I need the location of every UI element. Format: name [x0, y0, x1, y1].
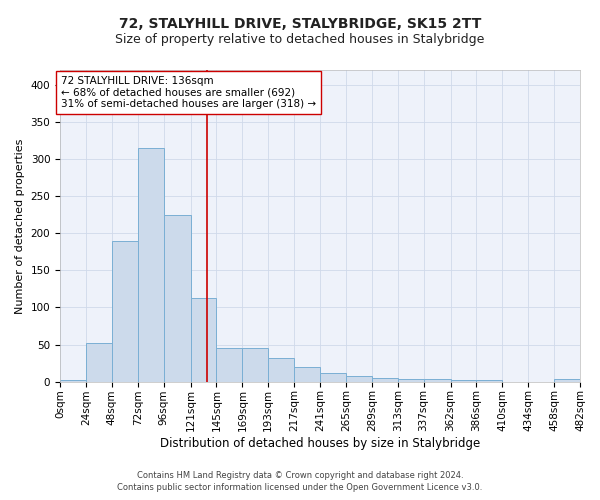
- Bar: [112, 240, 137, 382]
- Text: Contains HM Land Registry data © Crown copyright and database right 2024.
Contai: Contains HM Land Registry data © Crown c…: [118, 471, 482, 492]
- Bar: [137, 148, 164, 382]
- Bar: [320, 373, 346, 382]
- Bar: [217, 348, 242, 382]
- Bar: [268, 358, 294, 382]
- Bar: [424, 380, 451, 382]
- Bar: [398, 378, 424, 382]
- Bar: [242, 348, 268, 382]
- Text: 72, STALYHILL DRIVE, STALYBRIDGE, SK15 2TT: 72, STALYHILL DRIVE, STALYBRIDGE, SK15 2…: [119, 18, 481, 32]
- Bar: [346, 376, 372, 382]
- Bar: [476, 380, 502, 382]
- Y-axis label: Number of detached properties: Number of detached properties: [15, 138, 25, 314]
- Bar: [86, 343, 112, 382]
- Text: 72 STALYHILL DRIVE: 136sqm
← 68% of detached houses are smaller (692)
31% of sem: 72 STALYHILL DRIVE: 136sqm ← 68% of deta…: [61, 76, 316, 109]
- Bar: [451, 380, 476, 382]
- Bar: [164, 214, 191, 382]
- Bar: [554, 378, 580, 382]
- Text: Size of property relative to detached houses in Stalybridge: Size of property relative to detached ho…: [115, 32, 485, 46]
- Bar: [294, 367, 320, 382]
- Bar: [191, 298, 217, 382]
- X-axis label: Distribution of detached houses by size in Stalybridge: Distribution of detached houses by size …: [160, 437, 480, 450]
- Bar: [60, 380, 86, 382]
- Bar: [372, 378, 398, 382]
